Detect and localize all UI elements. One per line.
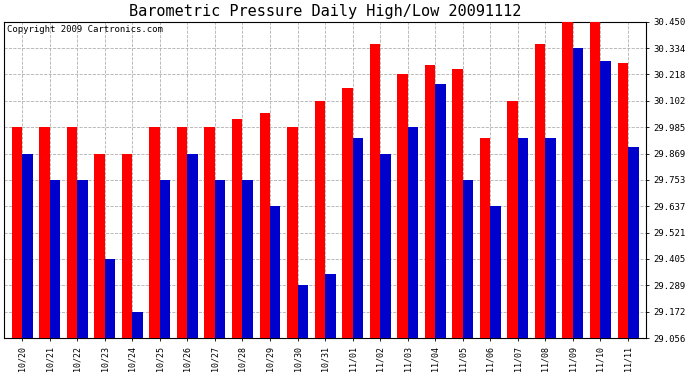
Bar — [39, 127, 50, 338]
Text: Copyright 2009 Cartronics.com: Copyright 2009 Cartronics.com — [8, 25, 164, 34]
Bar — [325, 274, 335, 338]
Bar — [618, 63, 628, 338]
Bar — [149, 127, 160, 338]
Bar — [121, 154, 132, 338]
Bar — [242, 180, 253, 338]
Bar — [435, 84, 446, 338]
Bar — [232, 119, 242, 338]
Bar — [67, 127, 77, 338]
Bar — [573, 48, 584, 338]
Bar — [480, 138, 491, 338]
Bar — [491, 206, 501, 338]
Bar — [259, 112, 270, 338]
Bar — [177, 127, 188, 338]
Bar — [215, 180, 226, 338]
Bar — [50, 180, 60, 338]
Bar — [342, 87, 353, 338]
Bar — [518, 138, 529, 338]
Bar — [408, 127, 418, 338]
Bar — [132, 312, 143, 338]
Bar — [380, 154, 391, 338]
Bar — [270, 206, 280, 338]
Bar — [535, 44, 545, 338]
Bar — [545, 138, 556, 338]
Title: Barometric Pressure Daily High/Low 20091112: Barometric Pressure Daily High/Low 20091… — [129, 4, 521, 19]
Bar — [397, 74, 408, 338]
Bar — [12, 127, 22, 338]
Bar — [77, 180, 88, 338]
Bar — [600, 62, 611, 338]
Bar — [507, 101, 518, 338]
Bar — [453, 69, 463, 338]
Bar — [463, 180, 473, 338]
Bar — [95, 154, 105, 338]
Bar — [105, 259, 115, 338]
Bar — [22, 154, 32, 338]
Bar — [315, 101, 325, 338]
Bar — [562, 22, 573, 338]
Bar — [590, 22, 600, 338]
Bar — [160, 180, 170, 338]
Bar — [188, 154, 198, 338]
Bar — [204, 127, 215, 338]
Bar — [297, 285, 308, 338]
Bar — [628, 147, 638, 338]
Bar — [370, 44, 380, 338]
Bar — [425, 65, 435, 338]
Bar — [353, 138, 363, 338]
Bar — [287, 127, 297, 338]
